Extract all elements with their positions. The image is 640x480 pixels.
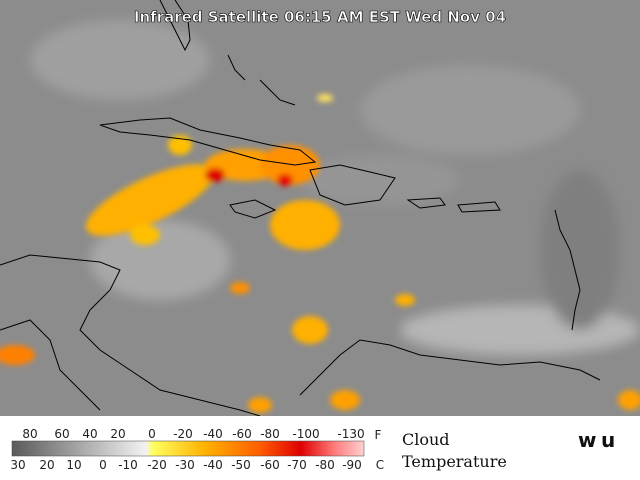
legend-subheading: Temperature: [402, 452, 507, 471]
fahrenheit-label: -80: [260, 427, 280, 441]
celsius-label: -90: [342, 458, 362, 472]
svg-text:u: u: [601, 428, 615, 452]
satellite-image: [0, 0, 640, 417]
coastlines: [0, 0, 601, 417]
fahrenheit-label: -40: [203, 427, 223, 441]
celsius-label: -50: [231, 458, 251, 472]
celsius-label: 20: [39, 458, 54, 472]
celsius-label: -10: [118, 458, 138, 472]
celsius-label: -30: [175, 458, 195, 472]
svg-text:w: w: [578, 428, 596, 452]
fahrenheit-label: 80: [22, 427, 37, 441]
fahrenheit-label: 0: [148, 427, 156, 441]
fahrenheit-label: 60: [54, 427, 69, 441]
fahrenheit-label: 40: [82, 427, 97, 441]
celsius-label: 30: [10, 458, 25, 472]
fahrenheit-unit: F: [375, 428, 382, 442]
fahrenheit-label: 20: [110, 427, 125, 441]
fahrenheit-label: -60: [232, 427, 252, 441]
celsius-label: -70: [287, 458, 307, 472]
logo: w u: [578, 428, 615, 452]
legend-heading: Cloud: [402, 430, 450, 449]
celsius-label: -60: [260, 458, 280, 472]
celsius-label: -40: [203, 458, 223, 472]
celsius-label: 10: [66, 458, 81, 472]
celsius-label: 0: [99, 458, 107, 472]
fahrenheit-label: -20: [173, 427, 193, 441]
celsius-label: -20: [147, 458, 167, 472]
celsius-label: -80: [315, 458, 335, 472]
celsius-unit: C: [376, 458, 384, 472]
title: Infrared Satellite 06:15 AM EST Wed Nov …: [134, 8, 506, 26]
fahrenheit-label: -100: [292, 427, 319, 441]
fahrenheit-label: -130: [337, 427, 364, 441]
color-scale: [11, 440, 365, 457]
